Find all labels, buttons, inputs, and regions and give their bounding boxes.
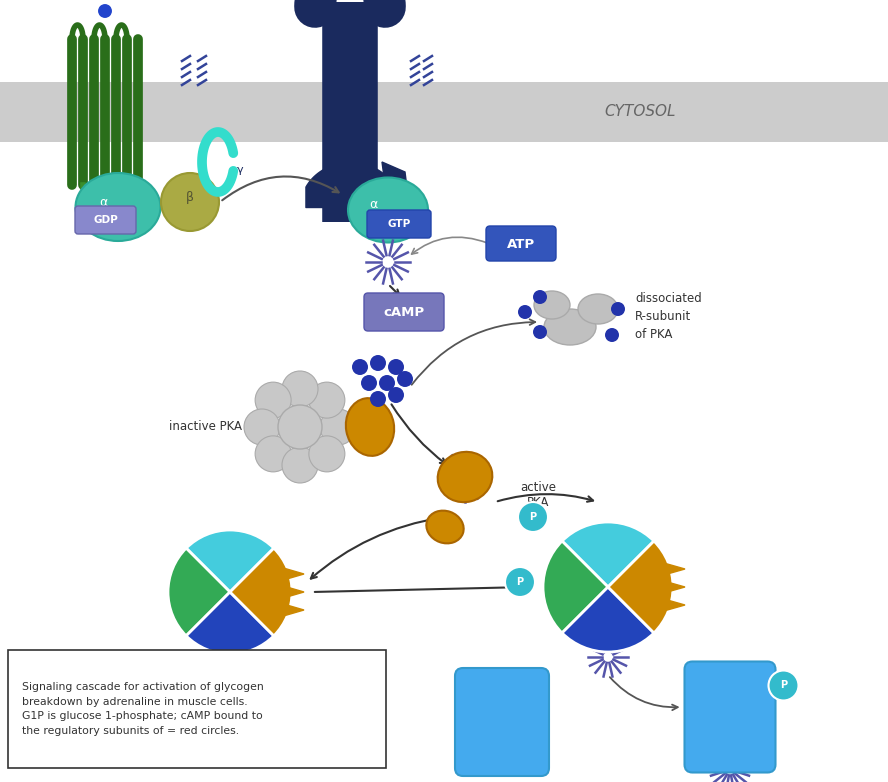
Polygon shape bbox=[382, 162, 410, 222]
Text: γ: γ bbox=[237, 165, 243, 175]
Ellipse shape bbox=[75, 173, 161, 241]
Wedge shape bbox=[608, 541, 673, 633]
FancyBboxPatch shape bbox=[486, 226, 556, 261]
Polygon shape bbox=[276, 584, 304, 600]
Text: active
PKA: active PKA bbox=[520, 481, 556, 509]
Circle shape bbox=[611, 302, 625, 316]
Circle shape bbox=[379, 375, 395, 391]
Circle shape bbox=[309, 436, 345, 472]
Bar bbox=[0, 82, 888, 142]
Text: β: β bbox=[186, 191, 194, 203]
Text: dissociated
R-subunit
of PKA: dissociated R-subunit of PKA bbox=[635, 292, 702, 342]
Text: P: P bbox=[780, 680, 787, 691]
Text: inactive PKA: inactive PKA bbox=[169, 421, 242, 433]
Ellipse shape bbox=[578, 294, 618, 324]
Circle shape bbox=[309, 382, 345, 418]
Circle shape bbox=[518, 305, 532, 319]
Circle shape bbox=[255, 436, 291, 472]
Polygon shape bbox=[276, 602, 304, 618]
FancyBboxPatch shape bbox=[75, 206, 136, 234]
Ellipse shape bbox=[534, 291, 570, 319]
Text: P: P bbox=[517, 577, 524, 587]
Text: α: α bbox=[99, 196, 107, 209]
FancyBboxPatch shape bbox=[455, 668, 549, 776]
Text: GTP: GTP bbox=[387, 219, 410, 229]
FancyBboxPatch shape bbox=[364, 293, 444, 331]
Ellipse shape bbox=[161, 173, 219, 231]
Ellipse shape bbox=[345, 398, 394, 456]
Circle shape bbox=[255, 382, 291, 418]
Wedge shape bbox=[186, 592, 274, 654]
Text: phosphorylase
kinase: phosphorylase kinase bbox=[186, 676, 274, 704]
FancyBboxPatch shape bbox=[367, 210, 431, 238]
Circle shape bbox=[397, 371, 413, 387]
Circle shape bbox=[282, 447, 318, 483]
Circle shape bbox=[278, 405, 322, 449]
Circle shape bbox=[244, 409, 280, 445]
Polygon shape bbox=[276, 566, 304, 582]
Wedge shape bbox=[230, 548, 292, 636]
Circle shape bbox=[320, 409, 356, 445]
Wedge shape bbox=[168, 548, 230, 636]
Circle shape bbox=[518, 502, 548, 532]
Circle shape bbox=[388, 359, 404, 375]
Polygon shape bbox=[657, 597, 685, 613]
Text: α: α bbox=[369, 199, 377, 211]
Text: ATP: ATP bbox=[507, 238, 535, 250]
Text: P: P bbox=[529, 512, 536, 522]
Ellipse shape bbox=[348, 178, 428, 242]
FancyBboxPatch shape bbox=[685, 662, 775, 773]
Circle shape bbox=[533, 325, 547, 339]
Wedge shape bbox=[562, 522, 654, 587]
Circle shape bbox=[361, 375, 377, 391]
Text: cAMP: cAMP bbox=[384, 306, 424, 318]
Wedge shape bbox=[562, 587, 654, 652]
Text: GDP: GDP bbox=[93, 215, 118, 225]
Circle shape bbox=[533, 290, 547, 304]
Polygon shape bbox=[657, 561, 685, 577]
Wedge shape bbox=[186, 530, 274, 592]
Text: CYTOSOL: CYTOSOL bbox=[604, 105, 676, 120]
Circle shape bbox=[605, 328, 619, 342]
Circle shape bbox=[388, 387, 404, 403]
Circle shape bbox=[370, 355, 386, 371]
Polygon shape bbox=[657, 579, 685, 595]
Circle shape bbox=[282, 371, 318, 407]
Ellipse shape bbox=[426, 511, 464, 543]
Ellipse shape bbox=[438, 452, 492, 502]
Text: Signaling cascade for activation of glycogen
breakdown by adrenaline in muscle c: Signaling cascade for activation of glyc… bbox=[22, 683, 264, 736]
Circle shape bbox=[370, 391, 386, 407]
Circle shape bbox=[768, 670, 798, 701]
Circle shape bbox=[505, 567, 535, 597]
Ellipse shape bbox=[544, 309, 596, 345]
Circle shape bbox=[352, 359, 368, 375]
FancyBboxPatch shape bbox=[8, 650, 386, 768]
Circle shape bbox=[97, 3, 113, 19]
Wedge shape bbox=[543, 541, 608, 633]
